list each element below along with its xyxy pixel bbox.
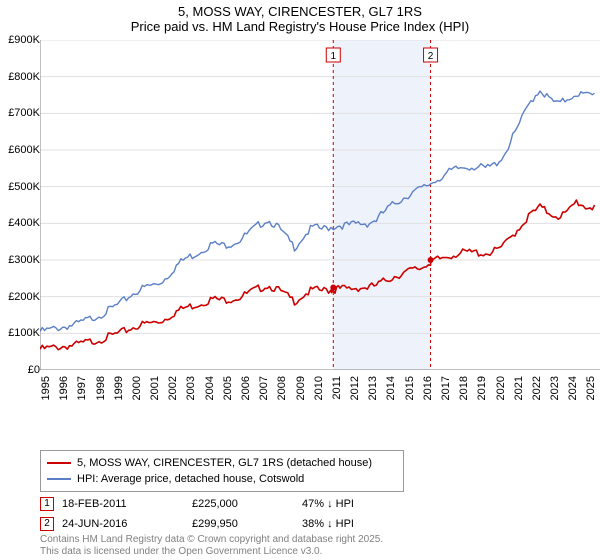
sale-date: 18-FEB-2011 <box>62 498 192 510</box>
y-axis-label: £900K <box>0 34 40 46</box>
legend-row: 5, MOSS WAY, CIRENCESTER, GL7 1RS (detac… <box>47 455 397 471</box>
x-axis-label: 2010 <box>313 376 325 416</box>
x-axis-label: 2021 <box>513 376 525 416</box>
legend-label: 5, MOSS WAY, CIRENCESTER, GL7 1RS (detac… <box>77 457 372 469</box>
y-axis-label: £800K <box>0 71 40 83</box>
y-axis-label: £300K <box>0 254 40 266</box>
title-subtitle: Price paid vs. HM Land Registry's House … <box>0 19 600 34</box>
chart-titles: 5, MOSS WAY, CIRENCESTER, GL7 1RS Price … <box>0 0 600 34</box>
x-axis-label: 2011 <box>331 376 343 416</box>
sales-table: 1 18-FEB-2011 £225,000 47% ↓ HPI 2 24-JU… <box>40 494 422 534</box>
y-axis-label: £700K <box>0 107 40 119</box>
x-axis-label: 1995 <box>40 376 52 416</box>
x-axis-label: 1998 <box>95 376 107 416</box>
sale-price: £225,000 <box>192 498 302 510</box>
x-axis-label: 2002 <box>167 376 179 416</box>
y-axis-label: £500K <box>0 181 40 193</box>
x-axis-label: 2018 <box>458 376 470 416</box>
x-axis-label: 2016 <box>422 376 434 416</box>
x-axis-label: 2007 <box>258 376 270 416</box>
y-axis-label: £100K <box>0 327 40 339</box>
x-axis-label: 2006 <box>240 376 252 416</box>
legend: 5, MOSS WAY, CIRENCESTER, GL7 1RS (detac… <box>40 450 404 492</box>
legend-label: HPI: Average price, detached house, Cots… <box>77 473 304 485</box>
sale-marker-box: 1 <box>40 497 54 511</box>
x-axis-label: 2013 <box>367 376 379 416</box>
x-axis-label: 2017 <box>440 376 452 416</box>
sales-row: 2 24-JUN-2016 £299,950 38% ↓ HPI <box>40 514 422 534</box>
svg-text:1: 1 <box>330 51 336 62</box>
legend-row: HPI: Average price, detached house, Cots… <box>47 471 397 487</box>
title-address: 5, MOSS WAY, CIRENCESTER, GL7 1RS <box>0 4 600 19</box>
footer: Contains HM Land Registry data © Crown c… <box>40 534 383 558</box>
x-axis-label: 2024 <box>567 376 579 416</box>
sale-diff: 47% ↓ HPI <box>302 498 422 510</box>
x-axis-label: 2001 <box>149 376 161 416</box>
x-axis-label: 2009 <box>295 376 307 416</box>
x-axis-label: 2005 <box>222 376 234 416</box>
x-axis-label: 2012 <box>349 376 361 416</box>
legend-swatch <box>47 462 71 464</box>
sale-price: £299,950 <box>192 518 302 530</box>
footer-line: Contains HM Land Registry data © Crown c… <box>40 534 383 546</box>
y-axis-label: £400K <box>0 217 40 229</box>
x-axis-label: 2004 <box>204 376 216 416</box>
plot: 12 <box>40 40 600 370</box>
x-axis-label: 2020 <box>495 376 507 416</box>
sale-marker-box: 2 <box>40 517 54 531</box>
x-axis-label: 1999 <box>113 376 125 416</box>
x-axis-label: 2003 <box>185 376 197 416</box>
y-axis-label: £200K <box>0 291 40 303</box>
chart-area: 12 £0£100K£200K£300K£400K£500K£600K£700K… <box>0 40 600 410</box>
x-axis-label: 2019 <box>476 376 488 416</box>
footer-line: This data is licensed under the Open Gov… <box>40 546 383 558</box>
x-axis-label: 2000 <box>131 376 143 416</box>
y-axis-label: £0 <box>0 364 40 376</box>
sale-date: 24-JUN-2016 <box>62 518 192 530</box>
x-axis-label: 2015 <box>404 376 416 416</box>
svg-text:2: 2 <box>428 51 434 62</box>
x-axis-label: 2014 <box>385 376 397 416</box>
x-axis-label: 2008 <box>276 376 288 416</box>
y-axis-label: £600K <box>0 144 40 156</box>
x-axis-label: 2022 <box>531 376 543 416</box>
legend-swatch <box>47 478 71 480</box>
plot-svg: 12 <box>40 40 600 370</box>
x-axis-label: 2025 <box>585 376 597 416</box>
sale-diff: 38% ↓ HPI <box>302 518 422 530</box>
x-axis-label: 2023 <box>549 376 561 416</box>
x-axis-label: 1996 <box>58 376 70 416</box>
x-axis-label: 1997 <box>76 376 88 416</box>
sales-row: 1 18-FEB-2011 £225,000 47% ↓ HPI <box>40 494 422 514</box>
